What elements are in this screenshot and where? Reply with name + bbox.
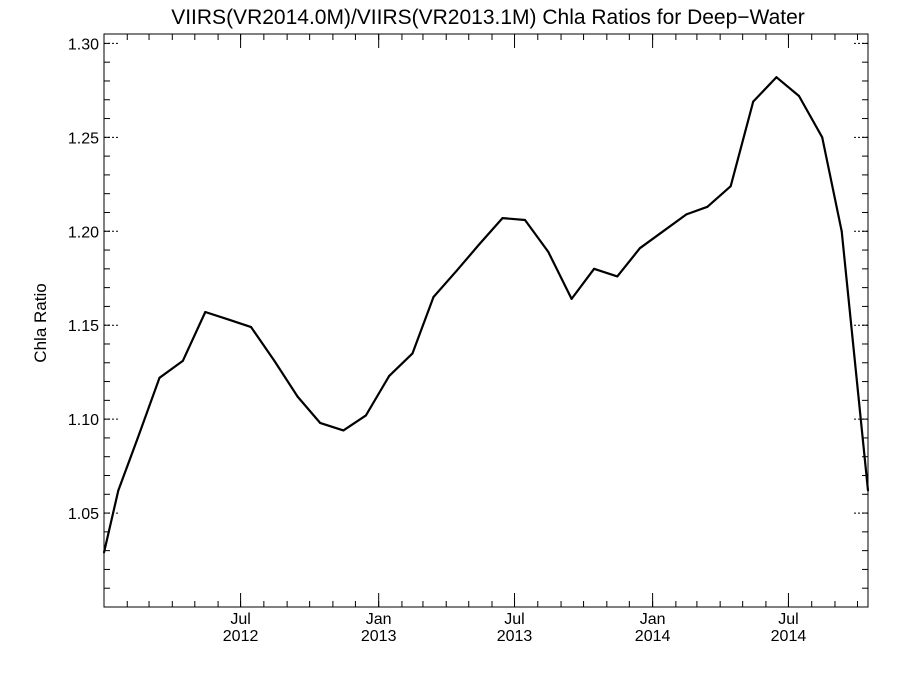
data-point bbox=[273, 359, 276, 362]
data-point bbox=[411, 352, 414, 355]
data-point bbox=[432, 296, 435, 299]
x-tick-label-year: 2014 bbox=[635, 628, 671, 645]
data-point bbox=[117, 489, 120, 492]
data-point bbox=[821, 136, 824, 139]
y-tick-label: 1.10 bbox=[68, 412, 99, 429]
y-tick-label: 1.25 bbox=[68, 130, 99, 147]
data-point bbox=[388, 374, 391, 377]
tick-labels: 1.051.101.151.201.251.30Jul2012Jan2013Ju… bbox=[68, 36, 806, 645]
data-point bbox=[616, 275, 619, 278]
plot-frame bbox=[103, 33, 869, 608]
data-point bbox=[158, 376, 161, 379]
x-tick-label-month: Jul bbox=[504, 611, 524, 628]
x-tick-label-year: 2013 bbox=[497, 628, 533, 645]
data-point bbox=[524, 218, 527, 221]
data-point bbox=[364, 414, 367, 417]
data-point bbox=[729, 185, 732, 188]
axis-ticks bbox=[104, 34, 868, 607]
y-tick-label: 1.05 bbox=[68, 506, 99, 523]
data-point bbox=[478, 243, 481, 246]
data-point bbox=[752, 100, 755, 103]
series-layer bbox=[102, 76, 870, 554]
x-tick-label-month: Jul bbox=[230, 611, 250, 628]
x-tick-label-month: Jul bbox=[778, 611, 798, 628]
data-point bbox=[501, 217, 504, 220]
data-point bbox=[136, 436, 139, 439]
y-tick-label: 1.20 bbox=[68, 224, 99, 241]
data-point bbox=[296, 395, 299, 398]
data-point bbox=[706, 205, 709, 208]
data-point bbox=[227, 318, 230, 321]
data-point bbox=[593, 267, 596, 270]
chart-title: VIIRS(VR2014.0M)/VIIRS(VR2013.1M) Chla R… bbox=[171, 6, 805, 29]
x-tick-label-month: Jan bbox=[640, 611, 666, 628]
x-tick-label-month: Jan bbox=[366, 611, 392, 628]
data-point bbox=[867, 489, 869, 492]
data-point bbox=[797, 94, 800, 97]
y-tick-label: 1.15 bbox=[68, 318, 99, 335]
data-point bbox=[204, 311, 207, 314]
data-point bbox=[775, 76, 778, 79]
data-point bbox=[840, 230, 843, 233]
y-tick-label: 1.30 bbox=[68, 36, 99, 53]
data-point bbox=[103, 551, 105, 554]
data-point bbox=[455, 269, 458, 272]
series-line bbox=[102, 76, 870, 553]
data-point bbox=[570, 297, 573, 300]
x-tick-label-year: 2014 bbox=[771, 628, 807, 645]
x-tick-label-year: 2013 bbox=[361, 628, 397, 645]
data-point bbox=[662, 230, 665, 233]
data-point bbox=[181, 359, 184, 362]
data-point bbox=[342, 429, 345, 432]
data-point bbox=[685, 213, 688, 216]
data-point bbox=[547, 250, 550, 253]
x-tick-label-year: 2012 bbox=[223, 628, 259, 645]
data-point bbox=[638, 247, 641, 250]
data-point bbox=[319, 421, 322, 424]
y-axis-label: Chla Ratio bbox=[31, 283, 50, 362]
data-point bbox=[250, 326, 253, 329]
